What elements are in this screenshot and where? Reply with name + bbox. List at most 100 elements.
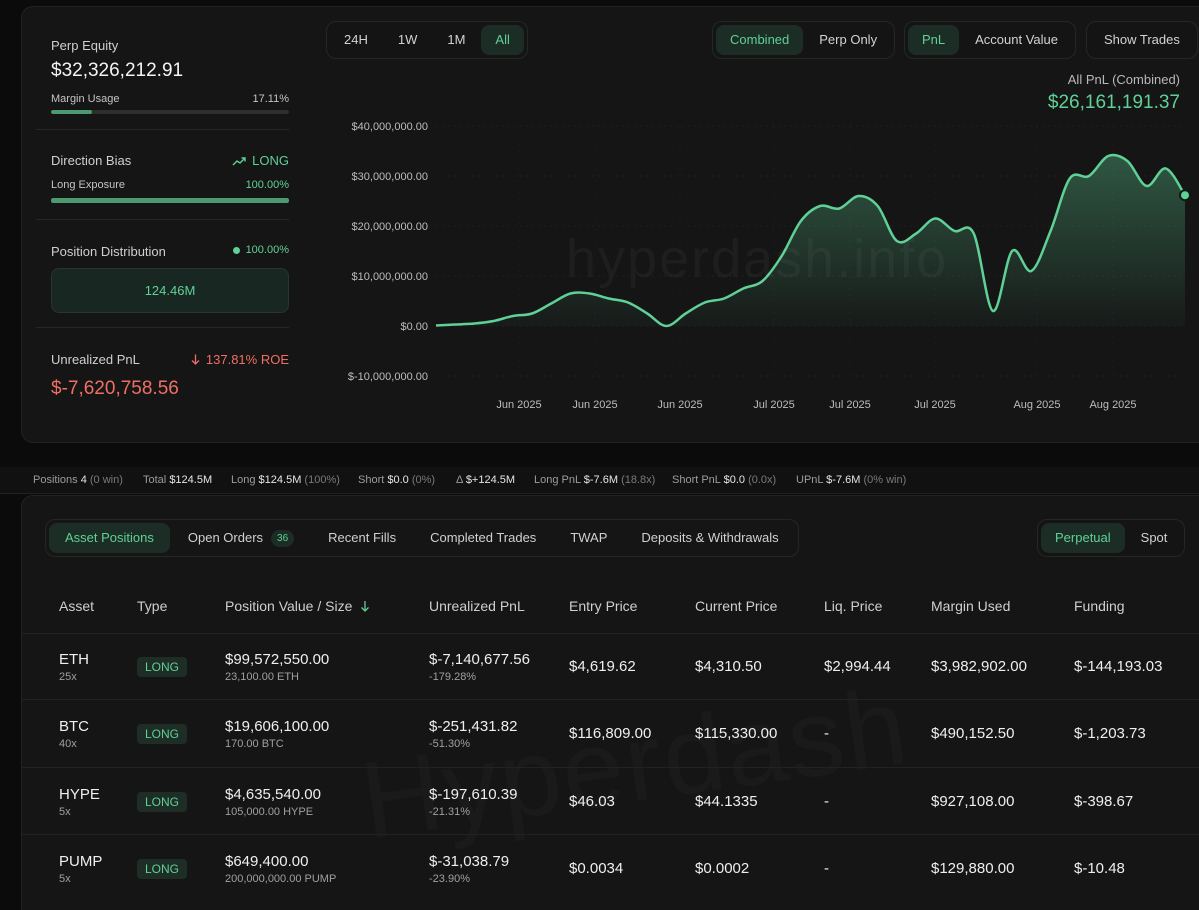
row-position-value: $649,400.00 [225, 853, 309, 870]
divider [36, 129, 289, 130]
row-asset[interactable]: HYPE [59, 786, 100, 803]
row-leverage: 5x [59, 873, 71, 885]
row-liq-price: $2,994.44 [824, 658, 891, 675]
row-margin-used: $490,152.50 [931, 725, 1015, 742]
roe-text: 137.81% ROE [205, 352, 289, 367]
x-tick-label: Aug 2025 [1013, 399, 1060, 411]
stat-delta: Δ $+124.5M [456, 474, 515, 486]
positions-summary-strip: Positions 4 (0 win) Total $124.5M Long $… [0, 467, 1199, 494]
stat-positions-note: (0 win) [89, 474, 123, 486]
row-current-price: $115,330.00 [695, 725, 778, 742]
time-range-selector: 24H 1W 1M All [326, 21, 528, 59]
row-entry-price: $4,619.62 [569, 658, 636, 675]
range-24h[interactable]: 24H [344, 32, 368, 47]
chart-header-label: All PnL (Combined) [1067, 72, 1180, 87]
col-entry-price[interactable]: Entry Price [569, 598, 638, 614]
tab-deposits-withdrawals[interactable]: Deposits & Withdrawals [641, 530, 779, 545]
stat-long-pnl-note: (18.8x) [621, 474, 656, 486]
stat-long-note: (100%) [304, 474, 340, 486]
long-exposure-bar [51, 198, 289, 203]
row-asset[interactable]: BTC [59, 718, 89, 735]
pnl-last-point[interactable] [1179, 189, 1191, 202]
row-position-value: $4,635,540.00 [225, 786, 321, 803]
col-liq-price[interactable]: Liq. Price [824, 598, 883, 614]
metric-pnl[interactable]: PnL [908, 25, 960, 55]
stat-total: Total $124.5M [143, 474, 212, 486]
range-1w[interactable]: 1W [397, 32, 418, 47]
stat-positions-label: Positions [33, 474, 78, 486]
row-unrealized-pnl: $-197,610.39 [429, 786, 518, 803]
tab-open-orders[interactable]: Open Orders 36 [172, 523, 310, 553]
long-exposure-bar-fill [51, 198, 289, 203]
row-pnl-pct: -179.28% [429, 671, 477, 683]
range-all[interactable]: All [481, 25, 524, 55]
row-entry-price: $0.0034 [569, 860, 624, 877]
row-entry-price: $116,809.00 [569, 725, 652, 742]
row-margin-used: $129,880.00 [931, 860, 1015, 877]
show-trades-button[interactable]: Show Trades [1104, 32, 1180, 47]
pnl-line [435, 153, 1187, 328]
row-position-value: $19,606,100.00 [225, 718, 330, 735]
stat-short-pnl-value: $0.0 [723, 474, 745, 486]
row-leverage: 40x [59, 738, 77, 750]
divider [36, 327, 289, 328]
col-type[interactable]: Type [137, 598, 168, 614]
y-tick-label: $-10,000,000.00 [348, 371, 428, 383]
chart-watermark: hyperdash.info [566, 228, 948, 290]
range-1m[interactable]: 1M [447, 32, 466, 47]
margin-usage-bar-fill [51, 110, 92, 114]
stat-short-label: Short [358, 474, 385, 486]
tab-recent-fills[interactable]: Recent Fills [328, 530, 397, 545]
stat-delta-value: $+124.5M [465, 474, 516, 486]
mode-combined[interactable]: Combined [716, 25, 804, 55]
mode-perp-only[interactable]: Perp Only [819, 32, 878, 47]
market-perpetual[interactable]: Perpetual [1041, 523, 1125, 553]
tab-completed-trades[interactable]: Completed Trades [430, 530, 537, 545]
stat-long-pnl: Long PnL $-7.6M (18.8x) [534, 474, 655, 486]
row-position-size: 200,000,000.00 PUMP [225, 873, 337, 885]
col-funding[interactable]: Funding [1074, 598, 1125, 614]
margin-usage-bar [51, 110, 289, 114]
row-divider [21, 699, 1199, 700]
market-selector: Perpetual Spot [1037, 519, 1186, 557]
stat-upnl-value: $-7.6M [826, 474, 861, 486]
col-unrealized-pnl[interactable]: Unrealized PnL [429, 598, 525, 614]
stat-short-pnl-label: Short PnL [672, 474, 721, 486]
mode-selector: Combined Perp Only [712, 21, 896, 59]
pnl-chart[interactable]: $40,000,000.00 $30,000,000.00 $20,000,000.… [0, 0, 1199, 430]
row-asset[interactable]: PUMP [59, 853, 103, 870]
y-tick-label: $0.00 [400, 321, 428, 333]
stat-upnl-label: UPnL [796, 474, 824, 486]
position-distribution-label: Position Distribution [51, 244, 166, 259]
tab-twap[interactable]: TWAP [570, 530, 608, 545]
stat-total-label: Total [143, 474, 167, 486]
col-position-value[interactable]: Position Value / Size [225, 598, 370, 614]
row-asset[interactable]: ETH [59, 651, 89, 668]
row-funding: $-1,203.73 [1074, 725, 1146, 742]
metric-account-value[interactable]: Account Value [975, 32, 1059, 47]
row-margin-used: $927,108.00 [931, 793, 1015, 810]
direction-bias-text: LONG [252, 153, 289, 168]
row-pnl-pct: -21.31% [429, 806, 470, 818]
row-current-price: $0.0002 [695, 860, 750, 877]
trending-up-icon [232, 156, 246, 165]
row-position-value: $99,572,550.00 [225, 651, 330, 668]
col-asset[interactable]: Asset [59, 598, 95, 614]
row-leverage: 5x [59, 806, 71, 818]
y-tick-label: $30,000,000.00 [352, 171, 428, 183]
x-tick-label: Aug 2025 [1089, 399, 1136, 411]
tab-asset-positions[interactable]: Asset Positions [49, 523, 170, 553]
stat-positions: Positions 4 (0 win) [33, 474, 123, 486]
market-spot[interactable]: Spot [1140, 530, 1168, 545]
position-distribution-pct: 100.00% [232, 244, 289, 256]
positions-panel [21, 495, 1199, 910]
row-divider [21, 834, 1199, 835]
col-margin-used[interactable]: Margin Used [931, 598, 1011, 614]
col-current-price[interactable]: Current Price [695, 598, 778, 614]
stat-positions-value: 4 [80, 474, 87, 486]
show-trades-toggle: Show Trades [1086, 21, 1198, 59]
unrealized-pnl-value: $-7,620,758.56 [51, 378, 179, 399]
position-distribution-bar[interactable]: 124.46M [51, 268, 289, 313]
row-unrealized-pnl: $-251,431.82 [429, 718, 518, 735]
stat-total-value: $124.5M [169, 474, 213, 486]
